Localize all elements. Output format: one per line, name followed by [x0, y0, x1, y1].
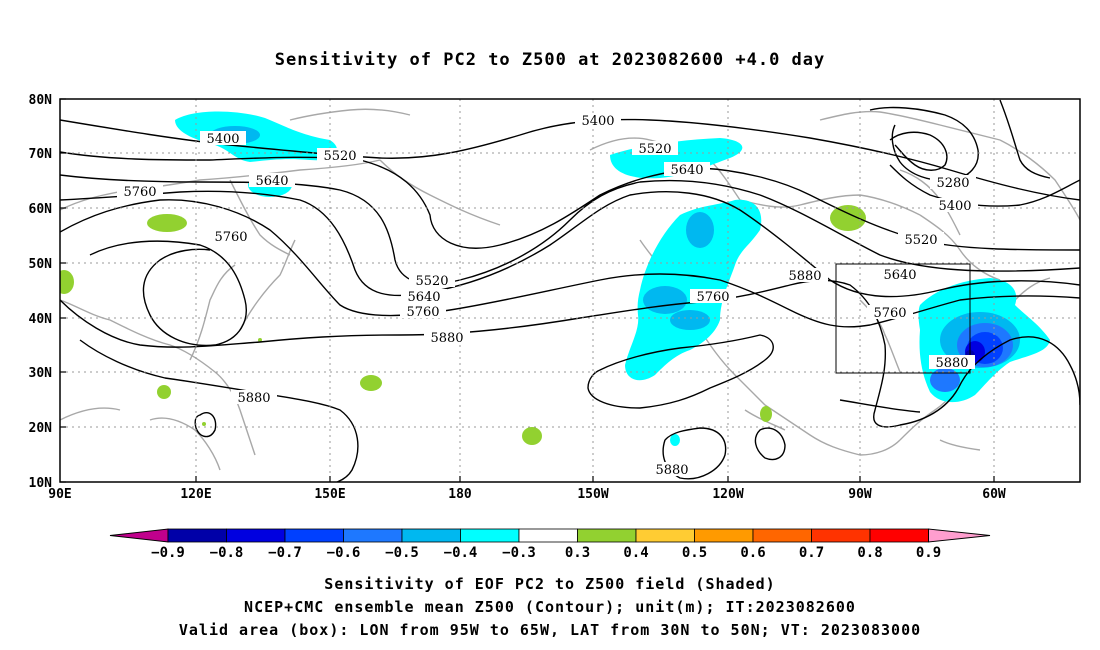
axis-ticks [60, 98, 995, 483]
map-title: Sensitivity of PC2 to Z500 at 2023082600… [274, 50, 826, 70]
lat-label: 60N [29, 202, 53, 217]
colorbar-swatch [635, 528, 695, 543]
contour-labels: 5400 5520 5640 5760 5760 5400 5520 5640 … [117, 113, 978, 478]
colorbar-tick-label: −0.6 [327, 545, 361, 561]
contour-label-5880: 5880 [935, 356, 968, 371]
colorbar-tick-label: 0.9 [916, 545, 941, 561]
colorbar-swatch [811, 528, 871, 543]
lat-label: 70N [29, 147, 53, 162]
contour-label-5880: 5880 [430, 331, 463, 346]
contour-label-5520: 5520 [904, 233, 937, 248]
contour-label-5400: 5400 [581, 114, 614, 129]
lon-label: 120E [180, 487, 211, 502]
caption-line-2: NCEP+CMC ensemble mean Z500 (Contour); u… [244, 598, 856, 616]
caption-line-3: Valid area (box): LON from 95W to 65W, L… [178, 621, 922, 639]
contour-label-5640: 5640 [407, 290, 440, 305]
colorbar-swatch [167, 528, 227, 543]
contour-label-5760: 5760 [873, 306, 906, 321]
colorbar-swatch [343, 528, 403, 543]
contour-label-5640: 5640 [670, 163, 703, 178]
contour-label-5760: 5760 [214, 230, 247, 245]
contour-label-5640: 5640 [255, 174, 288, 189]
lon-label: 120W [712, 487, 743, 502]
colorbar-tick-label: −0.4 [444, 545, 478, 561]
contour-label-5400: 5400 [206, 132, 239, 147]
colorbar-tick-label: 0.7 [799, 545, 824, 561]
contour-label-5880: 5880 [237, 391, 270, 406]
contour-label-5760: 5760 [696, 290, 729, 305]
colorbar-tick-label: 0.4 [623, 545, 648, 561]
colorbar-tick-label: 0.8 [857, 545, 882, 561]
colorbar-tick-label: −0.8 [210, 545, 244, 561]
colorbar-swatch [226, 528, 286, 543]
contour-label-5760: 5760 [123, 185, 156, 200]
lon-label: 180 [448, 487, 472, 502]
lat-label: 80N [29, 93, 53, 108]
colorbar-tick-label: −0.7 [268, 545, 302, 561]
lon-label: 90E [48, 487, 71, 502]
colorbar-swatch [284, 528, 344, 543]
contour-label-5640: 5640 [883, 268, 916, 283]
gridlines [60, 99, 1080, 482]
contour-label-5400: 5400 [938, 199, 971, 214]
lat-label: 20N [29, 421, 53, 436]
plot-frame [59, 98, 1081, 483]
contour-label-5760: 5760 [406, 305, 439, 320]
longitude-labels: 90E 120E 150E 180 150W 120W 90W 60W [48, 487, 1006, 502]
height-contours [60, 99, 1080, 482]
colorbar-swatch [518, 528, 578, 543]
colorbar-swatch [694, 528, 754, 543]
lon-label: 150E [314, 487, 345, 502]
latitude-labels: 80N 70N 60N 50N 40N 30N 20N 10N [29, 93, 53, 491]
colorbar-swatch [869, 528, 929, 543]
lat-label: 30N [29, 366, 53, 381]
contour-label-5280: 5280 [936, 176, 969, 191]
colorbar-tick-label: −0.5 [385, 545, 419, 561]
lon-label: 60W [982, 487, 1006, 502]
colorbar-swatch [401, 528, 461, 543]
colorbar-tick-label: −0.9 [151, 545, 185, 561]
colorbar-swatch [460, 528, 520, 543]
colorbar: −0.9 −0.8 −0.7 −0.6 −0.5 −0.4 −0.3 0.3 0.4 0.5 0.6… [109, 528, 991, 561]
colorbar-tick-label: −0.3 [502, 545, 536, 561]
contour-label-5520: 5520 [638, 142, 671, 157]
contour-label-5880: 5880 [655, 463, 688, 478]
colorbar-swatch [752, 528, 812, 543]
lat-label: 50N [29, 257, 53, 272]
caption-line-1: Sensitivity of EOF PC2 to Z500 field (Sh… [324, 575, 776, 593]
colorbar-tick-label: 0.5 [682, 545, 707, 561]
colorbar-right-tip [928, 528, 991, 543]
colorbar-swatch [577, 528, 637, 543]
contour-label-5520: 5520 [323, 149, 356, 164]
colorbar-left-tip [109, 528, 169, 543]
colorbar-tick-label: 0.3 [565, 545, 590, 561]
lon-label: 90W [848, 487, 872, 502]
colorbar-tick-label: 0.6 [740, 545, 765, 561]
lon-label: 150W [577, 487, 608, 502]
contour-label-5880: 5880 [788, 269, 821, 284]
lat-label: 40N [29, 312, 53, 327]
lat-label: 10N [29, 476, 53, 491]
contour-label-5520: 5520 [415, 274, 448, 289]
